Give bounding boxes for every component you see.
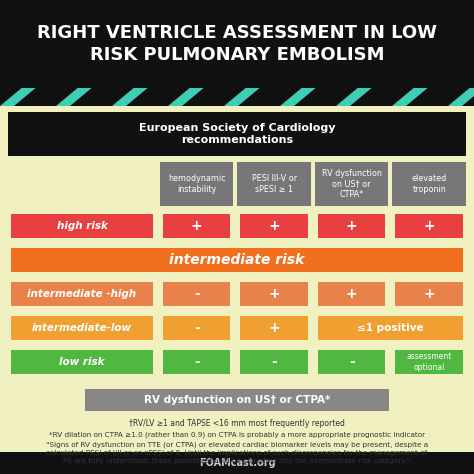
- Polygon shape: [28, 88, 64, 106]
- Text: assessment
optional: assessment optional: [407, 352, 452, 372]
- FancyBboxPatch shape: [0, 0, 474, 88]
- Text: intermediate-low: intermediate-low: [32, 323, 132, 333]
- Polygon shape: [168, 88, 204, 106]
- Text: +: +: [423, 287, 435, 301]
- Text: +: +: [268, 287, 280, 301]
- FancyBboxPatch shape: [163, 350, 230, 374]
- Text: "Signs of RV dysfunction on TTE (or CTPA) or elevated cardiac biomarker levels m: "Signs of RV dysfunction on TTE (or CTPA…: [46, 442, 428, 464]
- Polygon shape: [112, 88, 147, 106]
- FancyBboxPatch shape: [8, 112, 466, 156]
- Text: -: -: [349, 355, 355, 369]
- Text: +: +: [423, 219, 435, 233]
- FancyBboxPatch shape: [240, 316, 308, 340]
- Text: +: +: [191, 219, 202, 233]
- Text: ≤1 positive: ≤1 positive: [357, 323, 424, 333]
- Text: *RV dilation on CTPA ≥1.0 (rather than 0.9) on CTPA is probably a more appropria: *RV dilation on CTPA ≥1.0 (rather than 0…: [49, 432, 425, 438]
- FancyBboxPatch shape: [318, 350, 385, 374]
- Text: European Society of Cardiology
recommendations: European Society of Cardiology recommend…: [139, 123, 335, 145]
- Text: RV dysfunction on US† or CTPA*: RV dysfunction on US† or CTPA*: [144, 395, 330, 405]
- FancyBboxPatch shape: [11, 248, 463, 272]
- FancyBboxPatch shape: [11, 316, 153, 340]
- FancyBboxPatch shape: [11, 350, 153, 374]
- Text: PESI III-V or
sPESI ≥ 1: PESI III-V or sPESI ≥ 1: [252, 174, 297, 194]
- FancyBboxPatch shape: [318, 316, 463, 340]
- Polygon shape: [420, 88, 456, 106]
- Text: RV dysfunction
on US† or
CTPA*: RV dysfunction on US† or CTPA*: [322, 169, 382, 199]
- Text: -: -: [194, 321, 200, 335]
- Polygon shape: [364, 88, 400, 106]
- FancyBboxPatch shape: [240, 214, 308, 238]
- FancyBboxPatch shape: [395, 214, 463, 238]
- FancyBboxPatch shape: [160, 162, 234, 206]
- FancyBboxPatch shape: [392, 162, 466, 206]
- FancyBboxPatch shape: [0, 106, 474, 474]
- Text: -: -: [272, 355, 277, 369]
- Text: -: -: [194, 287, 200, 301]
- FancyBboxPatch shape: [237, 162, 311, 206]
- Text: intermediate risk: intermediate risk: [169, 253, 305, 267]
- Polygon shape: [308, 88, 344, 106]
- Text: FOAMcast.org: FOAMcast.org: [199, 458, 275, 468]
- FancyBboxPatch shape: [163, 282, 230, 306]
- FancyBboxPatch shape: [318, 214, 385, 238]
- Polygon shape: [56, 88, 91, 106]
- FancyBboxPatch shape: [11, 282, 153, 306]
- Text: hemodynamic
instability: hemodynamic instability: [168, 174, 226, 194]
- Polygon shape: [84, 88, 119, 106]
- Polygon shape: [140, 88, 175, 106]
- Text: elevated
troponin: elevated troponin: [411, 174, 447, 194]
- Text: intermediate -high: intermediate -high: [27, 289, 137, 299]
- FancyBboxPatch shape: [0, 88, 474, 106]
- Text: +: +: [346, 219, 357, 233]
- FancyBboxPatch shape: [240, 350, 308, 374]
- Text: †RV/LV ≥1 and TAPSE <16 mm most frequently reported: †RV/LV ≥1 and TAPSE <16 mm most frequent…: [129, 419, 345, 428]
- FancyBboxPatch shape: [0, 452, 474, 474]
- Text: RIGHT VENTRICLE ASSESSMENT IN LOW
RISK PULMONARY EMBOLISM: RIGHT VENTRICLE ASSESSMENT IN LOW RISK P…: [37, 24, 437, 64]
- FancyBboxPatch shape: [315, 162, 389, 206]
- Text: high risk: high risk: [56, 221, 108, 231]
- FancyBboxPatch shape: [240, 282, 308, 306]
- FancyBboxPatch shape: [11, 214, 153, 238]
- Polygon shape: [448, 88, 474, 106]
- Polygon shape: [252, 88, 288, 106]
- Polygon shape: [392, 88, 428, 106]
- Polygon shape: [336, 88, 372, 106]
- Text: +: +: [346, 287, 357, 301]
- Polygon shape: [224, 88, 260, 106]
- FancyBboxPatch shape: [163, 316, 230, 340]
- Text: +: +: [268, 321, 280, 335]
- Text: +: +: [268, 219, 280, 233]
- FancyBboxPatch shape: [318, 282, 385, 306]
- FancyBboxPatch shape: [85, 389, 389, 411]
- FancyBboxPatch shape: [395, 350, 463, 374]
- Text: low risk: low risk: [59, 357, 105, 367]
- Polygon shape: [280, 88, 316, 106]
- Text: -: -: [194, 355, 200, 369]
- Polygon shape: [196, 88, 232, 106]
- Polygon shape: [0, 88, 8, 106]
- Polygon shape: [0, 88, 36, 106]
- FancyBboxPatch shape: [163, 214, 230, 238]
- FancyBboxPatch shape: [395, 282, 463, 306]
